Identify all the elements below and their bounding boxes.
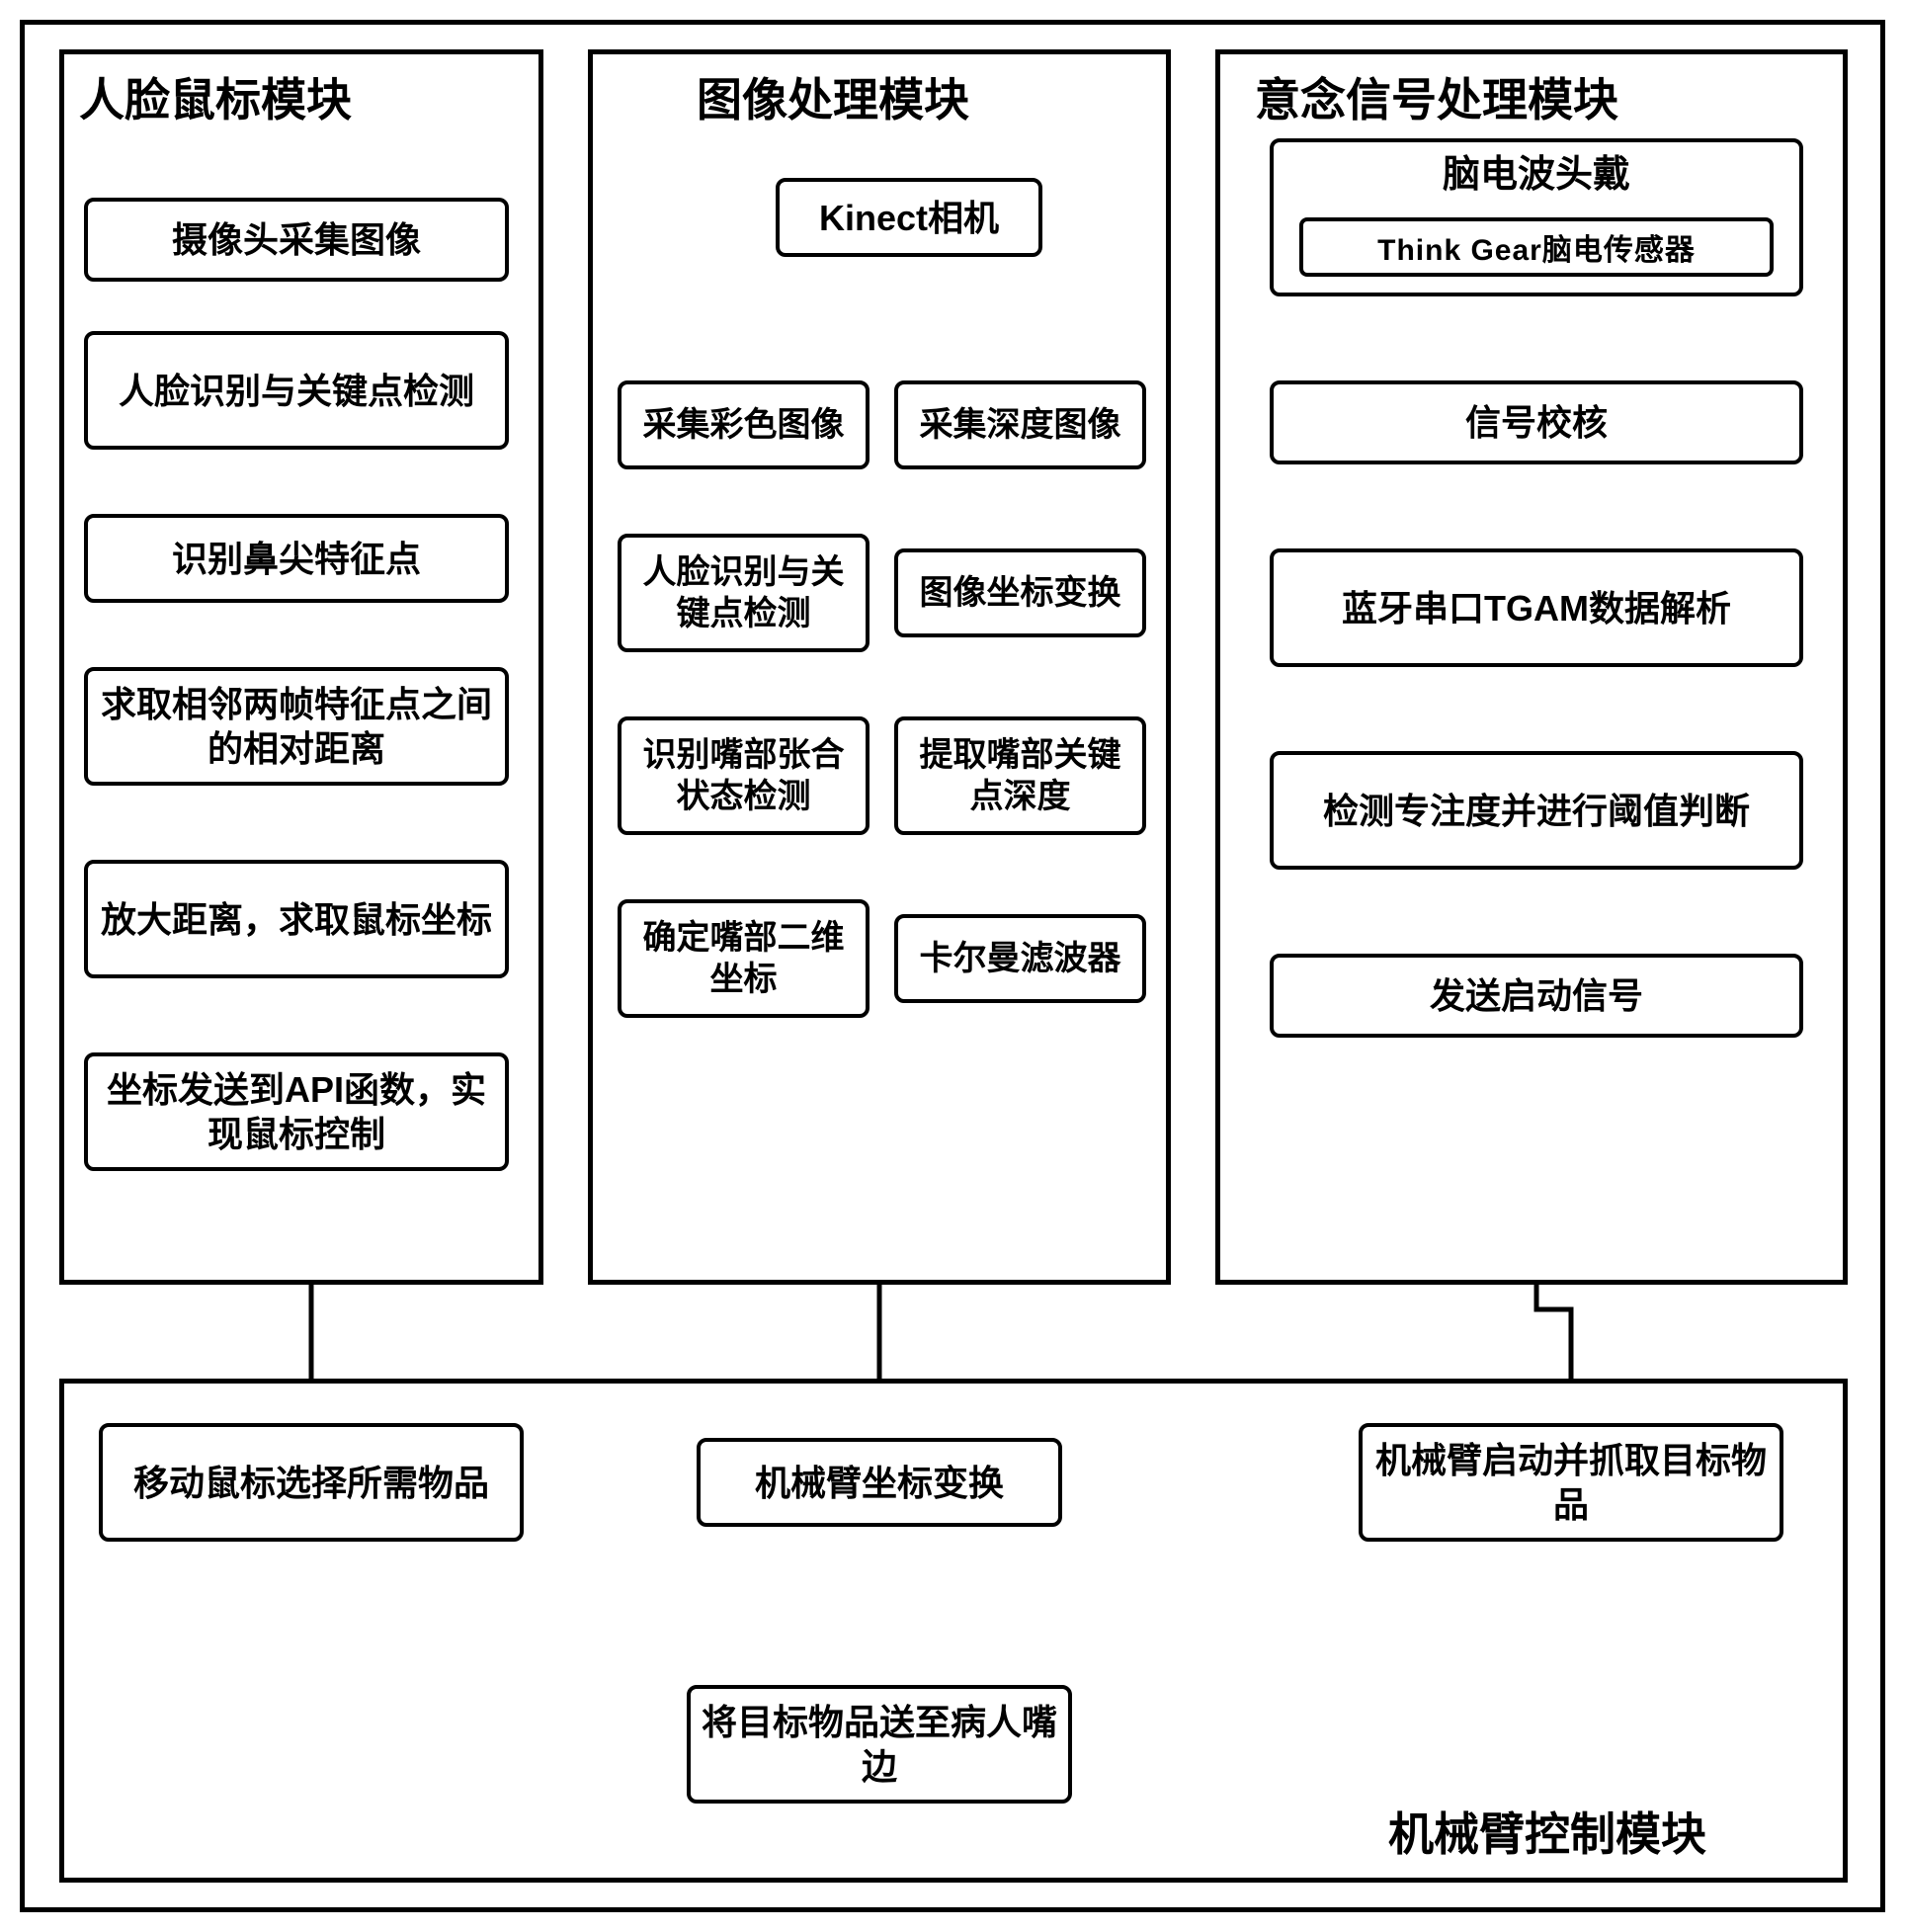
node-iL3: 识别嘴部张合状态检测: [618, 716, 870, 835]
node-a4: 将目标物品送至病人嘴边: [687, 1685, 1072, 1804]
module-title-face: 人脸鼠标模块: [79, 64, 352, 129]
node-m3: 检测专注度并进行阈值判断: [1270, 751, 1803, 870]
node-i0: Kinect相机: [776, 178, 1042, 257]
node-iR2: 图像坐标变换: [894, 548, 1146, 637]
node-iL4: 确定嘴部二维坐标: [618, 899, 870, 1018]
node-a3: 机械臂启动并抓取目标物品: [1359, 1423, 1783, 1542]
module-title-arm: 机械臂控制模块: [1388, 1799, 1706, 1864]
node-f2: 人脸识别与关键点检测: [84, 331, 509, 450]
node-m0i: Think Gear脑电传感器: [1299, 217, 1774, 277]
node-f3: 识别鼻尖特征点: [84, 514, 509, 603]
node-f4: 求取相邻两帧特征点之间的相对距离: [84, 667, 509, 786]
node-iR3: 提取嘴部关键点深度: [894, 716, 1146, 835]
node-iL2: 人脸识别与关键点检测: [618, 534, 870, 652]
node-a1: 移动鼠标选择所需物品: [99, 1423, 524, 1542]
node-iL1: 采集彩色图像: [618, 380, 870, 469]
node-f6: 坐标发送到API函数，实现鼠标控制: [84, 1052, 509, 1171]
node-m0-label: 脑电波头戴: [1274, 152, 1799, 200]
node-f5: 放大距离，求取鼠标坐标: [84, 860, 509, 978]
module-title-image: 图像处理模块: [697, 64, 969, 129]
module-title-mind: 意念信号处理模块: [1255, 64, 1618, 129]
diagram-canvas: 人脸鼠标模块 图像处理模块 意念信号处理模块机械臂控制模块 摄像头采集图像人脸识别与关…: [20, 20, 1885, 1912]
node-a2: 机械臂坐标变换: [697, 1438, 1062, 1527]
node-iR1: 采集深度图像: [894, 380, 1146, 469]
node-m2: 蓝牙串口TGAM数据解析: [1270, 548, 1803, 667]
node-m4: 发送启动信号: [1270, 954, 1803, 1038]
node-f1: 摄像头采集图像: [84, 198, 509, 282]
node-m1: 信号校核: [1270, 380, 1803, 464]
node-iR4: 卡尔曼滤波器: [894, 914, 1146, 1003]
